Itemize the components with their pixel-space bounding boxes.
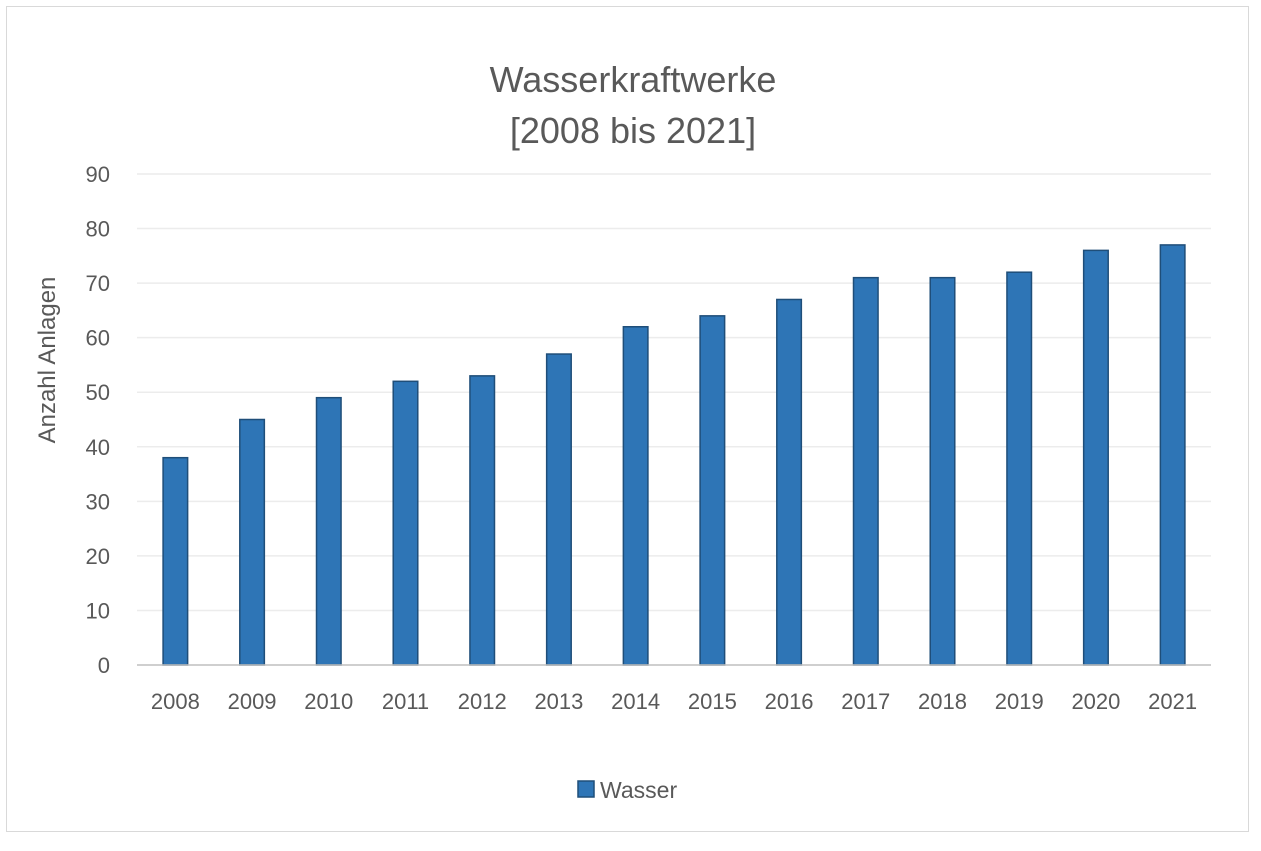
- x-tick-label: 2010: [304, 689, 353, 714]
- y-tick-label: 40: [86, 435, 110, 460]
- y-tick-label: 30: [86, 489, 110, 514]
- x-tick-label: 2017: [841, 689, 890, 714]
- y-tick-label: 0: [98, 653, 110, 678]
- y-tick-label: 50: [86, 380, 110, 405]
- bar-2014: [622, 326, 649, 666]
- bar-2020: [1082, 249, 1109, 666]
- bar-2017: [852, 276, 879, 666]
- x-tick-label: 2015: [688, 689, 737, 714]
- x-tick-label: 2014: [611, 689, 660, 714]
- gridlines: [137, 173, 1211, 612]
- y-tick-label: 20: [86, 544, 110, 569]
- bar-2015: [699, 315, 726, 666]
- chart-title: Wasserkraftwerke: [490, 59, 777, 100]
- y-tick-label: 70: [86, 271, 110, 296]
- chart-subtitle: [2008 bis 2021]: [510, 110, 756, 151]
- legend-swatch-wasser: [577, 780, 595, 798]
- y-tick-label: 60: [86, 326, 110, 351]
- y-axis-ticks: 0 10 20 30 40 50 60 70 80 90: [86, 162, 110, 678]
- y-axis-label: Anzahl Anlagen: [34, 277, 61, 444]
- legend-label-wasser: Wasser: [600, 777, 677, 803]
- bar-2021: [1159, 244, 1186, 666]
- bar-2011: [392, 380, 419, 666]
- x-tick-label: 2011: [382, 689, 429, 714]
- bar-2018: [929, 276, 956, 666]
- x-tick-label: 2012: [458, 689, 507, 714]
- bar-2009: [239, 418, 266, 666]
- x-tick-label: 2020: [1071, 689, 1120, 714]
- x-tick-label: 2009: [228, 689, 277, 714]
- bar-2008: [162, 456, 189, 666]
- x-tick-label: 2021: [1148, 689, 1197, 714]
- bar-2019: [1006, 271, 1033, 666]
- x-tick-label: 2013: [534, 689, 583, 714]
- x-tick-label: 2018: [918, 689, 967, 714]
- y-tick-label: 80: [86, 217, 110, 242]
- legend: Wasser: [577, 777, 677, 803]
- x-tick-label: 2008: [151, 689, 200, 714]
- bar-2010: [315, 396, 342, 666]
- y-tick-label: 10: [86, 598, 110, 623]
- bar-2013: [545, 353, 572, 666]
- x-tick-label: 2016: [765, 689, 814, 714]
- x-axis-ticks: 2008 2009 2010 2011 2012 2013 2014 2015 2016 2017…: [151, 689, 1197, 714]
- y-tick-label: 90: [86, 162, 110, 187]
- bars: [162, 244, 1186, 666]
- bar-2012: [469, 375, 496, 666]
- bar-2016: [776, 298, 803, 666]
- x-tick-label: 2019: [995, 689, 1044, 714]
